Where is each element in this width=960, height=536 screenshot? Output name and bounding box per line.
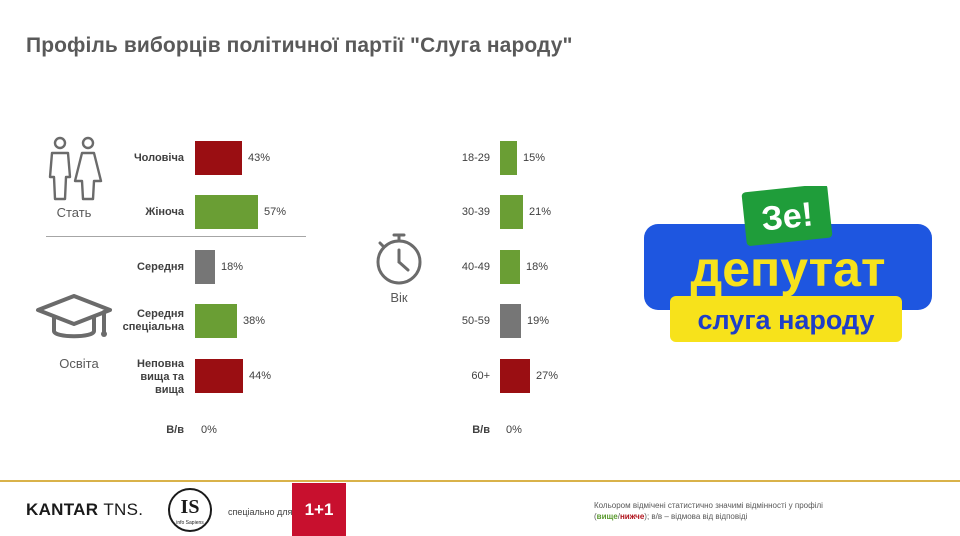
footer-divider xyxy=(0,480,960,482)
legend-note-line1: Кольором відмічені статистично значимі в… xyxy=(594,501,823,510)
age-row-label: 40-49 xyxy=(461,261,490,273)
age-refusal-label: В/в xyxy=(472,424,490,436)
gender-row-label: Чоловіча xyxy=(133,152,184,164)
age-label: Вік xyxy=(390,290,408,305)
section-divider xyxy=(46,236,306,237)
legend-note-line2: (вище/нижче); в/в – відмова від відповід… xyxy=(594,512,748,521)
legend-higher: вище xyxy=(596,512,618,521)
age-value-label: 15% xyxy=(523,152,546,164)
gender-bar xyxy=(195,141,242,175)
age-value-label: 18% xyxy=(526,261,549,273)
gender-value-label: 57% xyxy=(264,206,287,218)
age-row-label: 18-29 xyxy=(461,152,490,164)
education-bar xyxy=(195,250,215,284)
education-value-label: 38% xyxy=(243,315,266,327)
age-row-label: 30-39 xyxy=(461,206,490,218)
age-row-label: 60+ xyxy=(471,370,490,382)
age-value-label: 21% xyxy=(529,206,552,218)
age-value-label: 19% xyxy=(527,315,550,327)
legend-lower: нижче xyxy=(619,512,645,521)
legend-note: Кольором відмічені статистично значимі в… xyxy=(594,500,894,522)
education-value-label: 44% xyxy=(249,370,272,382)
kantar-logo: KANTAR TNS. xyxy=(26,500,143,520)
age-refusal-value: 0% xyxy=(506,424,522,436)
badge-sub-text: слуга народу xyxy=(697,305,874,335)
education-refusal-label: В/в xyxy=(166,424,184,436)
badge-main-text: депутат xyxy=(691,241,886,297)
age-bar xyxy=(500,141,517,175)
age-bar xyxy=(500,250,520,284)
education-refusal-value: 0% xyxy=(201,424,217,436)
info-sapiens-logo: IS info Sapiens xyxy=(168,488,212,532)
education-row-label: Середня спеціальна xyxy=(122,308,184,333)
age-bar xyxy=(500,359,530,393)
stopwatch-icon xyxy=(376,233,422,285)
info-sapiens-logo-subtext: info Sapiens xyxy=(176,520,204,526)
age-bar xyxy=(500,304,521,338)
campaign-badge: Зе! депутат слуга народу xyxy=(640,184,940,346)
education-bar xyxy=(195,304,237,338)
gender-row-label: Жіноча xyxy=(145,206,184,218)
info-sapiens-logo-text: IS xyxy=(180,496,200,518)
page-title: Профіль виборців політичної партії "Слуг… xyxy=(26,34,573,57)
gender-bar xyxy=(195,195,258,229)
age-row-label: 50-59 xyxy=(461,315,490,327)
education-row-label: Середня xyxy=(137,261,184,273)
education-value-label: 18% xyxy=(221,261,244,273)
gender-label: Стать xyxy=(56,205,92,220)
man-woman-icon xyxy=(48,136,103,201)
graduation-cap-icon xyxy=(36,294,112,339)
badge-graphic: Зе! депутат слуга народу xyxy=(644,184,932,342)
badge-ze-text: Зе! xyxy=(760,195,815,238)
gender-value-label: 43% xyxy=(248,152,271,164)
education-bar xyxy=(195,359,243,393)
age-bar xyxy=(500,195,523,229)
kantar-tns-text: TNS. xyxy=(103,500,144,519)
age-value-label: 27% xyxy=(536,370,559,382)
education-label: Освіта xyxy=(59,356,99,371)
kantar-logo-text: KANTAR xyxy=(26,500,99,519)
education-row-label: Неповна вища та вища xyxy=(137,358,184,396)
channel-logo: 1+1 xyxy=(292,483,346,536)
special-for-text: спеціально для: xyxy=(228,507,295,517)
